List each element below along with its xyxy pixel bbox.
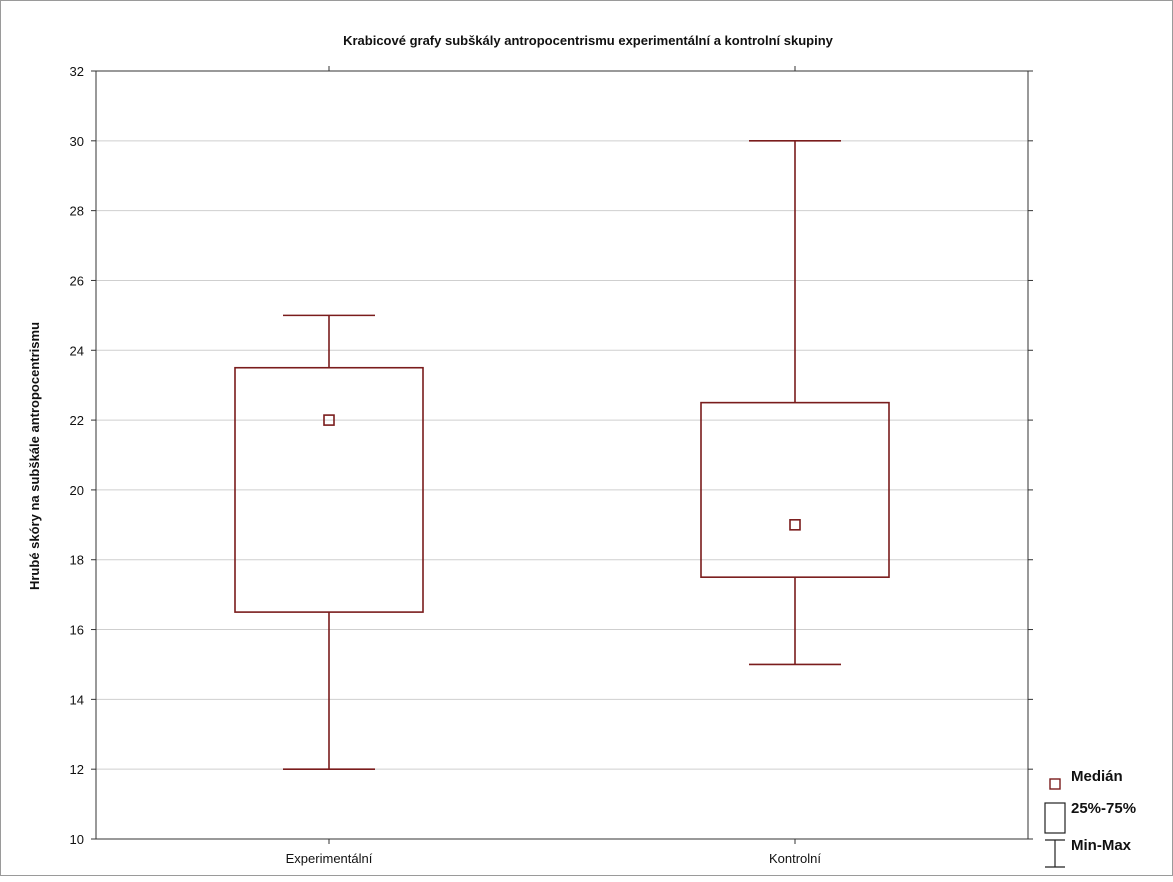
y-tick-label: 24: [70, 343, 84, 358]
y-tick-label: 22: [70, 413, 84, 428]
y-tick-label: 14: [70, 692, 84, 707]
y-tick-label: 16: [70, 623, 84, 638]
median-marker: [789, 519, 801, 531]
x-tick-label: Experimentální: [286, 851, 373, 866]
iqr-box: [700, 401, 890, 578]
y-tick-label: 32: [70, 64, 84, 79]
legend-box-symbol: [1044, 802, 1066, 834]
y-tick-label: 30: [70, 134, 84, 149]
y-tick-label: 20: [70, 483, 84, 498]
x-tick-label: Kontrolní: [769, 851, 821, 866]
iqr-box: [234, 366, 424, 613]
legend-label: Medián: [1071, 768, 1123, 785]
y-tick-label: 28: [70, 204, 84, 219]
box-plots: [234, 140, 890, 770]
box-plot-control: [700, 140, 890, 666]
y-tick-label: 12: [70, 762, 84, 777]
y-axis-label: Hrubé skóry na subškále antropocentrismu: [27, 322, 42, 590]
legend: Medián 25%-75% Min-Max: [1044, 768, 1136, 868]
y-tick-label: 26: [70, 273, 84, 288]
legend-median-symbol: [1049, 778, 1061, 790]
axes: [95, 70, 1029, 840]
box-plot-experimental: [234, 314, 424, 770]
plot-area-frame: [95, 70, 1029, 840]
y-tick-label: 18: [70, 553, 84, 568]
chart-title: Krabicové grafy subškály antropocentrism…: [343, 33, 834, 48]
y-tick-label: 10: [70, 832, 84, 847]
legend-label: 25%-75%: [1071, 800, 1136, 817]
legend-label: Min-Max: [1071, 837, 1132, 854]
median-marker: [323, 414, 335, 426]
tick-labels: 10 12 14 16 18 20 22 24 26 28 30 32 Experimentální Ko…: [70, 64, 1033, 866]
